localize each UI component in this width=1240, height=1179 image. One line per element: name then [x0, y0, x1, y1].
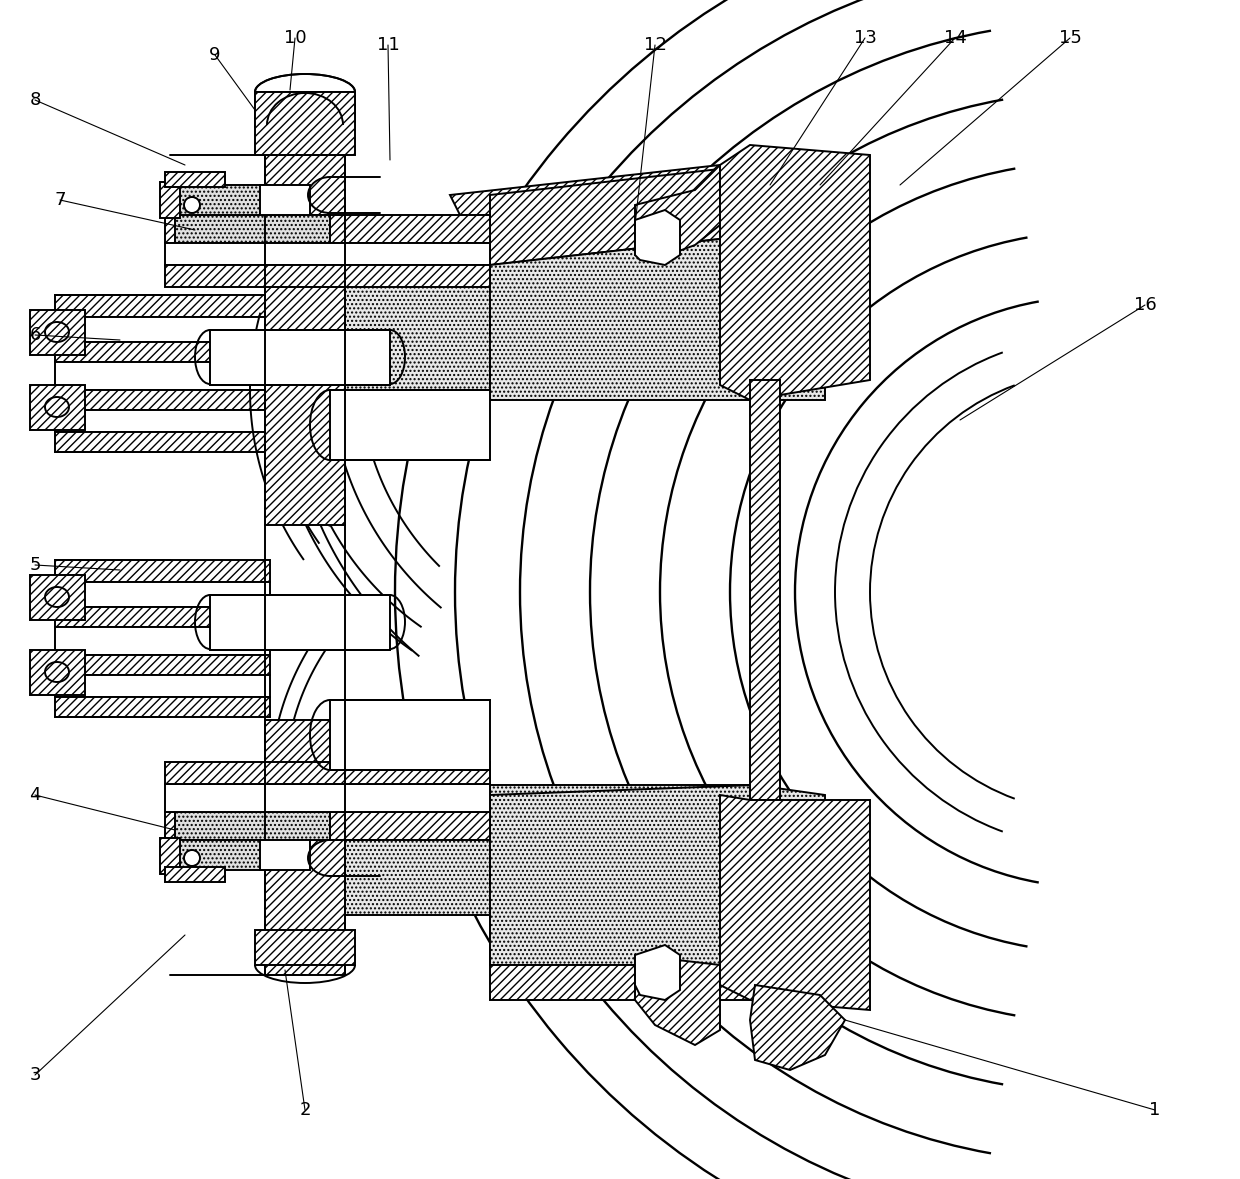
- Bar: [30, 310, 86, 355]
- Bar: [55, 697, 270, 717]
- Polygon shape: [720, 145, 870, 400]
- Bar: [165, 243, 490, 265]
- Text: 7: 7: [55, 191, 66, 209]
- Circle shape: [184, 197, 200, 213]
- Polygon shape: [330, 700, 490, 770]
- Bar: [260, 839, 310, 870]
- Text: 8: 8: [30, 91, 41, 108]
- Bar: [165, 185, 270, 215]
- Bar: [255, 930, 355, 964]
- Polygon shape: [490, 785, 755, 859]
- Text: 10: 10: [284, 29, 306, 47]
- Text: 3: 3: [30, 1066, 41, 1084]
- Bar: [55, 410, 270, 432]
- Bar: [165, 172, 224, 187]
- Polygon shape: [490, 225, 825, 400]
- Text: 6: 6: [30, 327, 41, 344]
- Polygon shape: [330, 241, 490, 390]
- Polygon shape: [490, 255, 755, 330]
- Polygon shape: [210, 595, 391, 650]
- Polygon shape: [490, 855, 755, 920]
- Bar: [165, 867, 224, 882]
- Bar: [55, 560, 270, 582]
- Polygon shape: [330, 390, 490, 460]
- Circle shape: [184, 850, 200, 867]
- Bar: [265, 720, 345, 975]
- Bar: [265, 265, 345, 525]
- Text: 14: 14: [944, 29, 966, 47]
- Text: 15: 15: [1059, 29, 1081, 47]
- Bar: [30, 650, 86, 694]
- Bar: [55, 627, 270, 656]
- Bar: [55, 317, 270, 342]
- Bar: [55, 582, 270, 607]
- Polygon shape: [490, 785, 755, 859]
- Polygon shape: [635, 210, 680, 265]
- Bar: [255, 92, 355, 127]
- Polygon shape: [490, 785, 825, 964]
- Bar: [55, 607, 270, 627]
- Bar: [255, 92, 355, 154]
- Bar: [175, 215, 330, 243]
- Polygon shape: [750, 380, 780, 801]
- Polygon shape: [750, 984, 844, 1071]
- Bar: [160, 182, 180, 218]
- Text: 11: 11: [377, 37, 399, 54]
- Bar: [55, 676, 270, 697]
- Bar: [165, 784, 490, 812]
- Bar: [55, 656, 270, 676]
- Polygon shape: [490, 964, 820, 1000]
- Bar: [165, 812, 490, 839]
- Bar: [175, 812, 330, 839]
- Text: 13: 13: [853, 29, 877, 47]
- Polygon shape: [490, 915, 755, 984]
- Bar: [165, 839, 270, 870]
- Polygon shape: [635, 165, 720, 261]
- Bar: [55, 432, 270, 452]
- Polygon shape: [720, 795, 870, 1010]
- Polygon shape: [635, 955, 720, 1045]
- Bar: [165, 762, 490, 784]
- Text: 1: 1: [1149, 1101, 1161, 1119]
- Bar: [260, 185, 310, 215]
- Polygon shape: [330, 765, 490, 915]
- Text: 4: 4: [30, 786, 41, 804]
- Text: 16: 16: [1133, 296, 1157, 314]
- Polygon shape: [490, 315, 755, 390]
- Bar: [55, 362, 270, 390]
- Polygon shape: [490, 235, 755, 330]
- Text: 2: 2: [299, 1101, 311, 1119]
- Bar: [265, 154, 345, 265]
- Text: 5: 5: [30, 556, 41, 574]
- Polygon shape: [210, 330, 391, 386]
- Polygon shape: [635, 946, 680, 1000]
- Polygon shape: [490, 165, 825, 265]
- Bar: [30, 575, 86, 620]
- Bar: [160, 838, 180, 874]
- Bar: [55, 295, 270, 317]
- Text: 12: 12: [644, 37, 666, 54]
- Bar: [165, 265, 490, 286]
- Polygon shape: [450, 165, 755, 275]
- Bar: [55, 342, 270, 362]
- Bar: [55, 390, 270, 410]
- Bar: [165, 215, 490, 243]
- Text: 9: 9: [210, 46, 221, 64]
- Bar: [30, 386, 86, 430]
